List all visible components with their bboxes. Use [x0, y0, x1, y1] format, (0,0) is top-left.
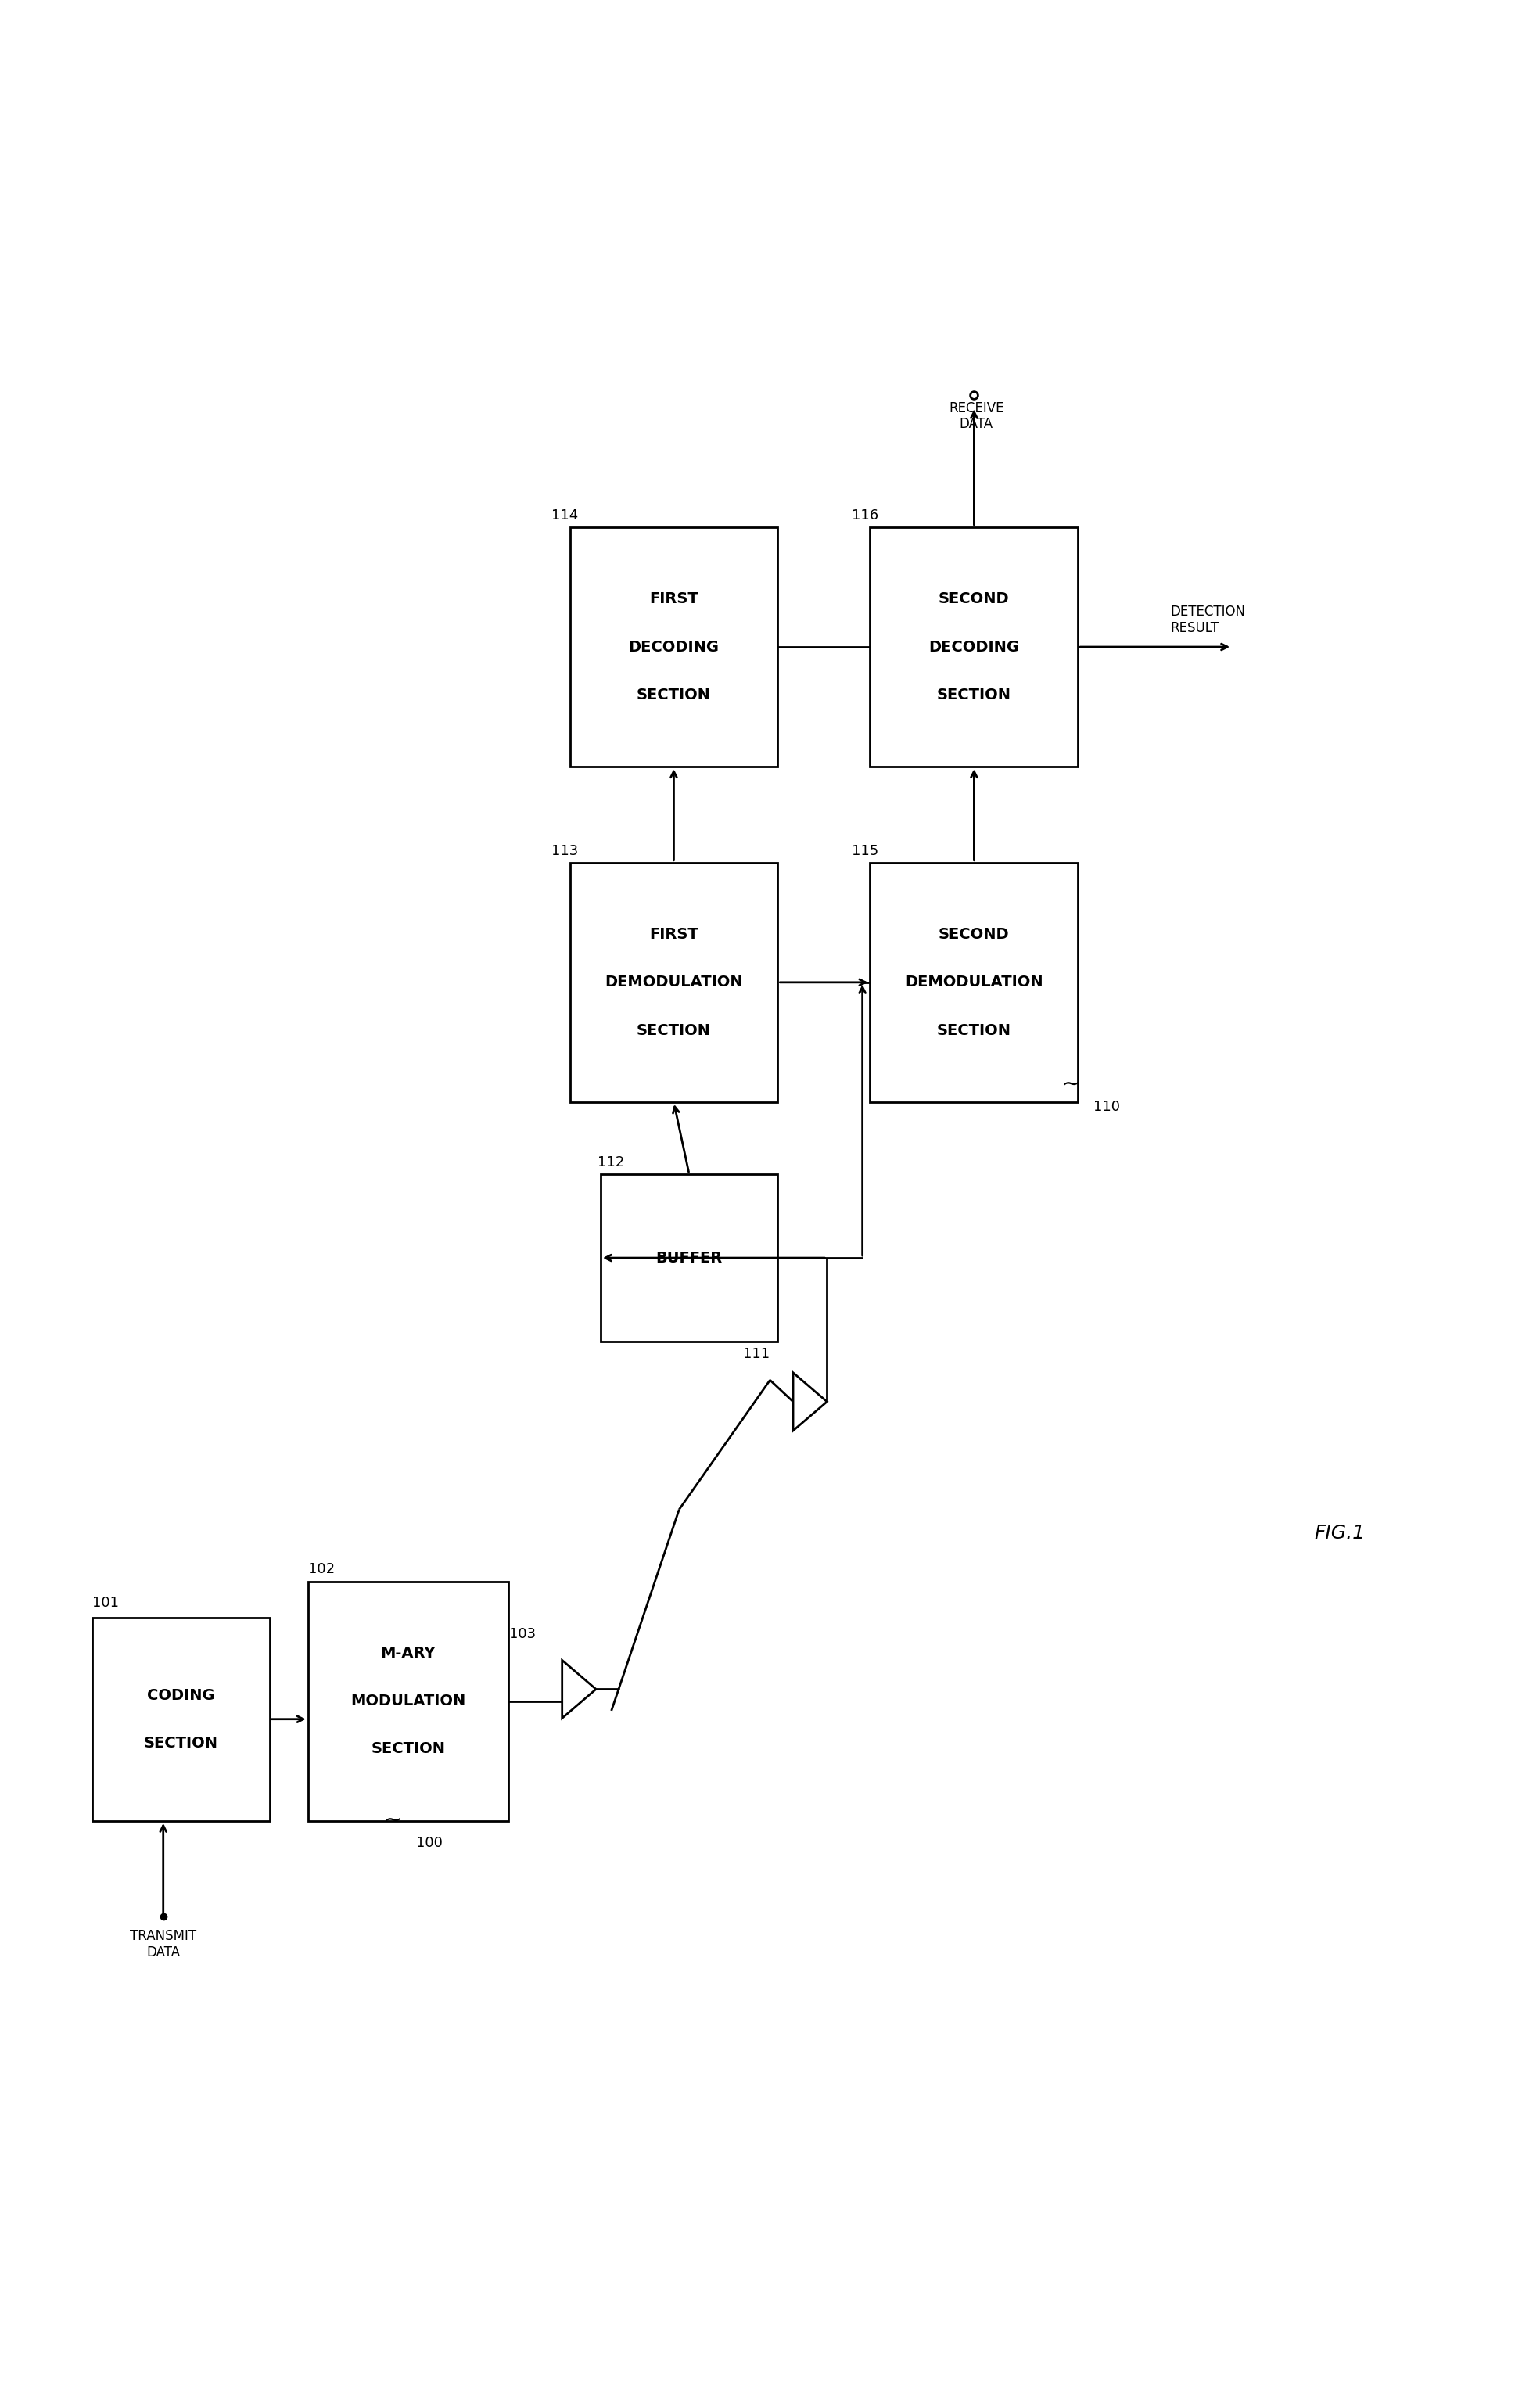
Text: DEMODULATION: DEMODULATION: [605, 975, 742, 990]
Text: SECTION: SECTION: [636, 1023, 711, 1037]
Text: DECODING: DECODING: [628, 640, 719, 654]
Text: RECEIVE
DATA: RECEIVE DATA: [949, 400, 1004, 431]
Text: 116: 116: [852, 508, 878, 522]
Text: SECTION: SECTION: [636, 688, 711, 702]
Text: SECTION: SECTION: [143, 1735, 219, 1751]
Text: 110: 110: [1093, 1100, 1120, 1114]
Text: 113: 113: [551, 843, 578, 858]
FancyBboxPatch shape: [308, 1581, 508, 1821]
Text: 112: 112: [598, 1155, 624, 1169]
Text: SECTION: SECTION: [936, 688, 1012, 702]
Text: BUFFER: BUFFER: [656, 1251, 722, 1265]
FancyBboxPatch shape: [870, 863, 1078, 1102]
Text: 114: 114: [551, 508, 578, 522]
Text: DECODING: DECODING: [929, 640, 1019, 654]
Text: 101: 101: [92, 1596, 119, 1610]
Text: ∼: ∼: [1061, 1073, 1080, 1095]
Text: FIG.1: FIG.1: [1314, 1524, 1366, 1543]
Text: MODULATION: MODULATION: [351, 1694, 465, 1708]
Text: FIRST: FIRST: [650, 927, 698, 942]
FancyBboxPatch shape: [570, 527, 778, 767]
Text: 100: 100: [416, 1835, 442, 1850]
Text: SECTION: SECTION: [371, 1742, 445, 1756]
Text: 102: 102: [308, 1562, 334, 1577]
FancyBboxPatch shape: [570, 863, 778, 1102]
FancyBboxPatch shape: [601, 1174, 778, 1342]
Text: 111: 111: [744, 1347, 770, 1361]
Text: M-ARY: M-ARY: [380, 1646, 436, 1660]
Text: SECOND: SECOND: [938, 592, 1010, 606]
Text: 103: 103: [510, 1627, 536, 1641]
Text: DETECTION
RESULT: DETECTION RESULT: [1170, 604, 1246, 635]
FancyBboxPatch shape: [870, 527, 1078, 767]
Text: SECOND: SECOND: [938, 927, 1010, 942]
Text: 115: 115: [852, 843, 878, 858]
Text: DEMODULATION: DEMODULATION: [906, 975, 1043, 990]
Text: SECTION: SECTION: [936, 1023, 1012, 1037]
Text: FIRST: FIRST: [650, 592, 698, 606]
Text: CODING: CODING: [148, 1687, 214, 1704]
Text: ∼: ∼: [383, 1809, 402, 1831]
Text: TRANSMIT
DATA: TRANSMIT DATA: [129, 1929, 197, 1960]
FancyBboxPatch shape: [92, 1617, 270, 1821]
